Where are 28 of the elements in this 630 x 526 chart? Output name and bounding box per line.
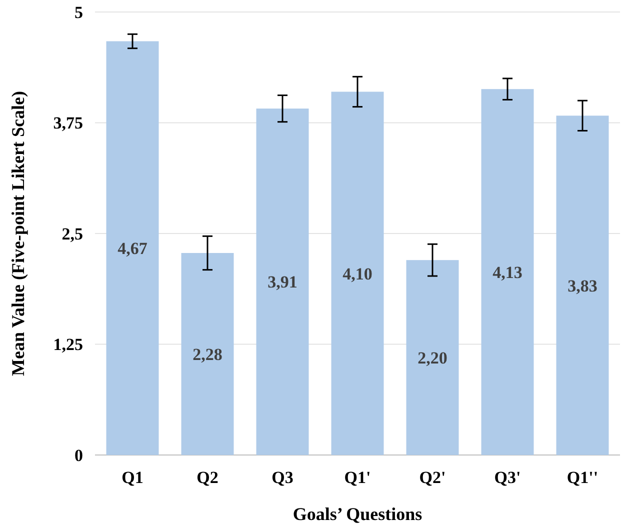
y-tick-label: 1,25 bbox=[53, 335, 83, 354]
x-tick-label: Q2' bbox=[419, 468, 446, 487]
bar bbox=[256, 108, 309, 455]
x-tick-label: Q3 bbox=[272, 468, 294, 487]
y-tick-label: 0 bbox=[74, 446, 83, 465]
x-axis-title: Goals’ Questions bbox=[292, 504, 422, 524]
data-label: 3,83 bbox=[568, 276, 598, 296]
data-label: 4,67 bbox=[118, 239, 148, 258]
x-tick-label: Q1 bbox=[122, 468, 144, 487]
bar bbox=[181, 252, 234, 455]
x-tick-label: Q2 bbox=[196, 468, 218, 487]
bar bbox=[406, 260, 459, 455]
x-tick-label: Q1'' bbox=[566, 468, 598, 487]
y-axis-title: Mean Value (Five-point Likert Scale) bbox=[8, 91, 28, 376]
y-tick-label: 5 bbox=[74, 2, 83, 22]
data-label: 4,10 bbox=[342, 264, 372, 284]
data-label: 3,91 bbox=[268, 272, 298, 292]
bar bbox=[331, 92, 384, 455]
data-label: 2,20 bbox=[418, 348, 448, 368]
data-label: 4,13 bbox=[492, 262, 522, 282]
bar bbox=[481, 89, 534, 455]
y-tick-label: 2,5 bbox=[62, 224, 83, 244]
x-tick-label: Q3' bbox=[494, 468, 521, 487]
bar bbox=[106, 41, 159, 455]
bar bbox=[556, 116, 609, 455]
data-label: 2,28 bbox=[192, 344, 222, 364]
x-tick-label: Q1' bbox=[344, 468, 371, 487]
y-tick-label: 3,75 bbox=[53, 114, 83, 133]
